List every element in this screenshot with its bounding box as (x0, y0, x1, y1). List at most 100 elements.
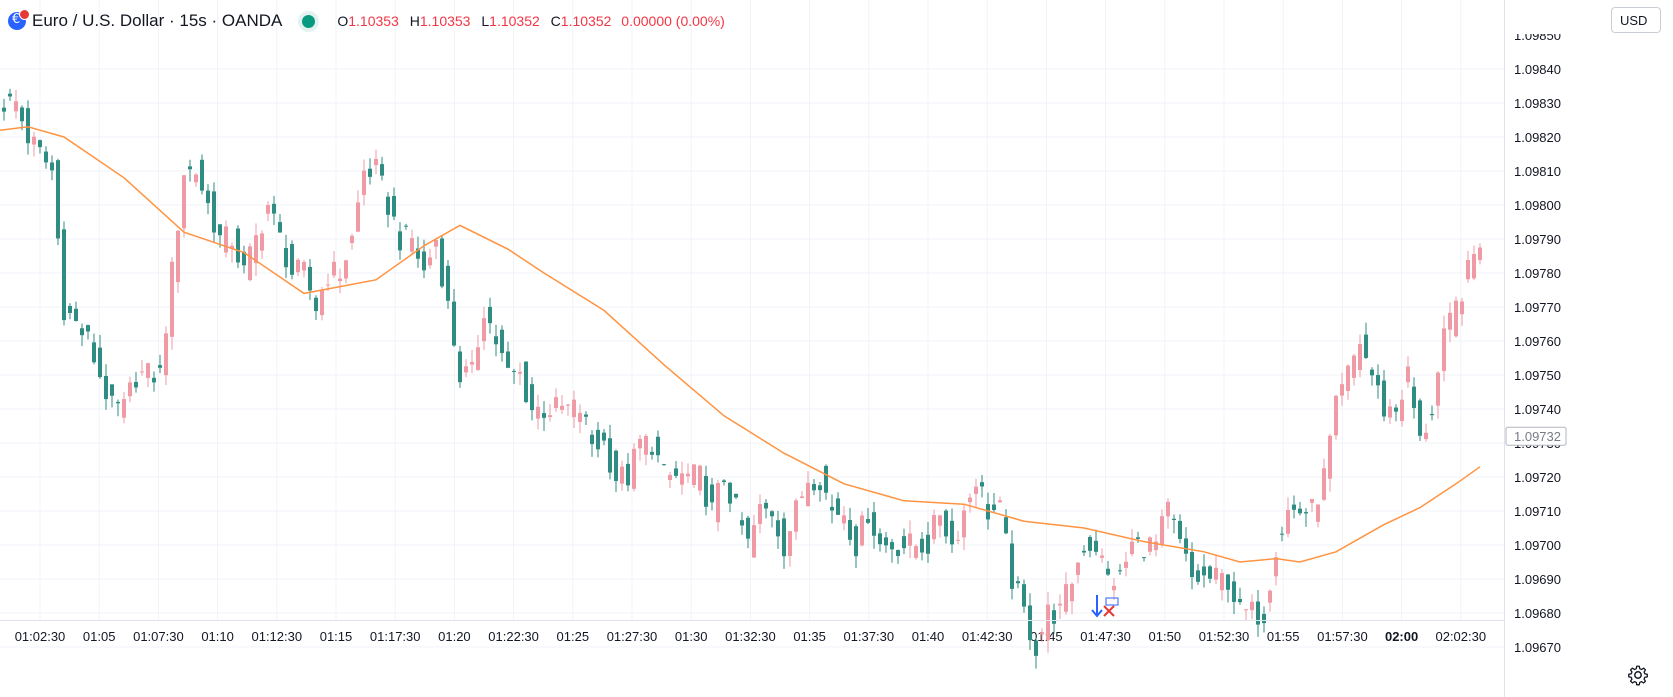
candle-body (374, 159, 378, 166)
candle-body (1430, 413, 1434, 416)
candle-body (1076, 562, 1080, 575)
candle-body (1124, 561, 1128, 568)
time-tick-label: 01:57:30 (1317, 629, 1368, 644)
candle-body (254, 235, 258, 264)
candle-body (446, 265, 450, 301)
candle-body (1286, 509, 1290, 534)
candle-body (560, 405, 564, 410)
candle-body (1226, 574, 1230, 590)
candle-body (662, 464, 666, 466)
candle-body (212, 191, 216, 233)
candle-body (818, 485, 822, 491)
candle-body (680, 473, 684, 485)
candle-body (230, 245, 234, 250)
candle-body (968, 497, 972, 503)
currency-button[interactable]: USD (1611, 7, 1661, 33)
candle-body (800, 496, 804, 499)
candle-body (1046, 604, 1050, 641)
candle-body (1232, 581, 1236, 602)
candle-body (320, 290, 324, 316)
candle-body (1478, 247, 1482, 261)
time-tick-label: 01:17:30 (370, 629, 421, 644)
time-tick-label: 01:27:30 (607, 629, 658, 644)
candle-body (692, 464, 696, 485)
candle-body (62, 229, 66, 321)
candle-body (8, 93, 12, 97)
candle-body (626, 463, 630, 486)
candle-body (1448, 312, 1452, 330)
candle-body (1010, 543, 1014, 589)
candle-body (404, 225, 408, 227)
candle-body (38, 140, 42, 148)
candle-body (452, 301, 456, 346)
candle-body (794, 500, 798, 532)
time-tick-label: 01:32:30 (725, 629, 776, 644)
candle-body (596, 429, 600, 450)
candle-body (248, 246, 252, 281)
candle-body (1082, 550, 1086, 553)
candle-body (428, 257, 432, 266)
candle-body (470, 361, 474, 365)
high-value: 1.10353 (419, 13, 471, 29)
candle-body (962, 510, 966, 538)
candle-body (110, 384, 114, 396)
time-tick-label: 01:52:30 (1199, 629, 1250, 644)
time-tick-label: 01:12:30 (251, 629, 302, 644)
market-status-dot-icon[interactable] (302, 14, 316, 28)
candle-body (854, 526, 858, 557)
candle-body (776, 520, 780, 537)
candle-body (80, 328, 84, 336)
candle-body (1436, 372, 1440, 406)
candle-body (614, 450, 618, 481)
candle-body (620, 466, 624, 484)
candle-body (1106, 568, 1110, 575)
price-tick-label: 1.09760 (1514, 334, 1561, 349)
price-tick-label: 1.09690 (1514, 572, 1561, 587)
candle-body (1166, 501, 1170, 517)
candle-body (32, 136, 36, 145)
candle-body (1244, 609, 1248, 611)
candle-body (836, 498, 840, 515)
candle-body (686, 473, 690, 477)
candle-body (206, 190, 210, 204)
time-tick-label: 02:02:30 (1435, 629, 1486, 644)
candle-body (740, 520, 744, 526)
candle-body (1274, 557, 1278, 577)
time-tick-label: 01:30 (675, 629, 708, 644)
candle-body (770, 511, 774, 517)
candle-body (992, 504, 996, 511)
candle-body (170, 261, 174, 337)
close-key: C (550, 13, 561, 29)
candle-body (200, 159, 204, 191)
candle-body (242, 251, 246, 266)
candle-body (122, 399, 126, 418)
candle-body (266, 205, 270, 214)
candle-body (308, 266, 312, 291)
candle-body (1352, 355, 1356, 378)
candle-body (542, 413, 546, 418)
marker-box-icon (1105, 597, 1119, 606)
time-tick-label: 01:40 (912, 629, 945, 644)
candle-body (506, 351, 510, 368)
candle-body (1136, 537, 1140, 539)
candle-body (812, 484, 816, 491)
symbol-title[interactable]: Euro / U.S. Dollar · 15s · OANDA (32, 11, 283, 30)
candle-body (1418, 400, 1422, 436)
gear-icon[interactable] (1627, 664, 1649, 686)
candle-body (1028, 605, 1032, 641)
time-tick-label: 01:07:30 (133, 629, 184, 644)
candle-body (1148, 537, 1152, 552)
candle-body (728, 482, 732, 504)
open-key: O (337, 13, 349, 29)
candle-body (1178, 520, 1182, 539)
euro-flag-icon[interactable] (8, 9, 30, 30)
time-tick-label: 01:05 (83, 629, 116, 644)
candle-body (788, 531, 792, 556)
candle-body (1100, 555, 1104, 558)
candle-body (1094, 540, 1098, 552)
candle-body (584, 414, 588, 417)
candle-body (860, 515, 864, 546)
candle-body (530, 384, 534, 411)
candle-body (1064, 584, 1068, 612)
